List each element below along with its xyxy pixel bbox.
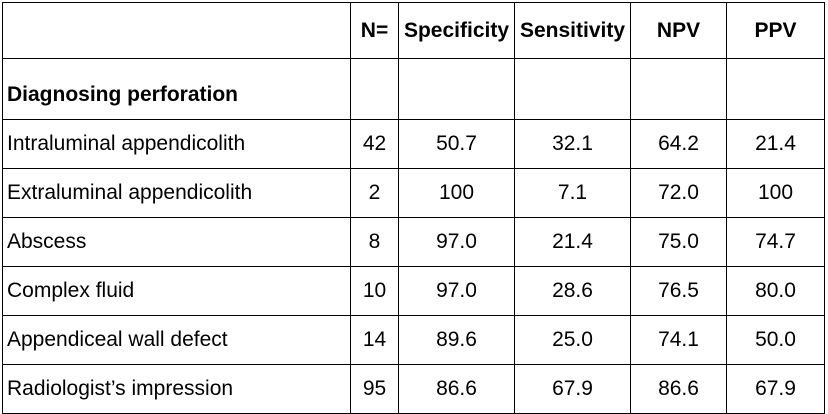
cell-npv: 64.2 <box>630 119 727 169</box>
row-label: Abscess <box>2 217 351 267</box>
cell-npv: 86.6 <box>630 364 727 414</box>
cell-npv: 76.5 <box>630 266 727 316</box>
header-cell-specificity: Specificity <box>398 2 515 59</box>
cell-n: 14 <box>350 315 399 365</box>
empty-cell <box>350 58 399 120</box>
header-cell-sensitivity: Sensitivity <box>514 2 631 59</box>
table-row: Appendiceal wall defect 14 89.6 25.0 74.… <box>2 315 825 365</box>
header-cell-empty <box>2 2 351 59</box>
table-row: Abscess 8 97.0 21.4 75.0 74.7 <box>2 217 825 267</box>
cell-n: 95 <box>350 364 399 414</box>
header-row: N= Specificity Sensitivity NPV PPV <box>2 2 825 59</box>
cell-n: 10 <box>350 266 399 316</box>
header-cell-n: N= <box>350 2 399 59</box>
section-row: Diagnosing perforation <box>2 58 825 120</box>
cell-ppv: 74.7 <box>726 217 825 267</box>
cell-ppv: 100 <box>726 168 825 218</box>
cell-specificity: 89.6 <box>398 315 515 365</box>
table-row: Complex fluid 10 97.0 28.6 76.5 80.0 <box>2 266 825 316</box>
cell-ppv: 67.9 <box>726 364 825 414</box>
cell-ppv: 80.0 <box>726 266 825 316</box>
row-label: Complex fluid <box>2 266 351 316</box>
cell-sensitivity: 21.4 <box>514 217 631 267</box>
row-label: Extraluminal appendicolith <box>2 168 351 218</box>
cell-sensitivity: 7.1 <box>514 168 631 218</box>
header-cell-npv: NPV <box>630 2 727 59</box>
cell-n: 8 <box>350 217 399 267</box>
cell-specificity: 86.6 <box>398 364 515 414</box>
table-row: Intraluminal appendicolith 42 50.7 32.1 … <box>2 119 825 169</box>
cell-specificity: 97.0 <box>398 266 515 316</box>
table-row: Extraluminal appendicolith 2 100 7.1 72.… <box>2 168 825 218</box>
cell-specificity: 50.7 <box>398 119 515 169</box>
empty-cell <box>726 58 825 120</box>
cell-specificity: 100 <box>398 168 515 218</box>
cell-npv: 74.1 <box>630 315 727 365</box>
cell-ppv: 50.0 <box>726 315 825 365</box>
empty-cell <box>514 58 631 120</box>
header-cell-ppv: PPV <box>726 2 825 59</box>
cell-sensitivity: 32.1 <box>514 119 631 169</box>
table-row: Radiologist’s impression 95 86.6 67.9 86… <box>2 364 825 414</box>
cell-n: 42 <box>350 119 399 169</box>
row-label: Intraluminal appendicolith <box>2 119 351 169</box>
cell-npv: 75.0 <box>630 217 727 267</box>
cell-sensitivity: 28.6 <box>514 266 631 316</box>
cell-ppv: 21.4 <box>726 119 825 169</box>
cell-n: 2 <box>350 168 399 218</box>
empty-cell <box>398 58 515 120</box>
cell-npv: 72.0 <box>630 168 727 218</box>
cell-sensitivity: 67.9 <box>514 364 631 414</box>
cell-sensitivity: 25.0 <box>514 315 631 365</box>
section-title: Diagnosing perforation <box>2 58 351 120</box>
empty-cell <box>630 58 727 120</box>
cell-specificity: 97.0 <box>398 217 515 267</box>
row-label: Appendiceal wall defect <box>2 315 351 365</box>
row-label: Radiologist’s impression <box>2 364 351 414</box>
